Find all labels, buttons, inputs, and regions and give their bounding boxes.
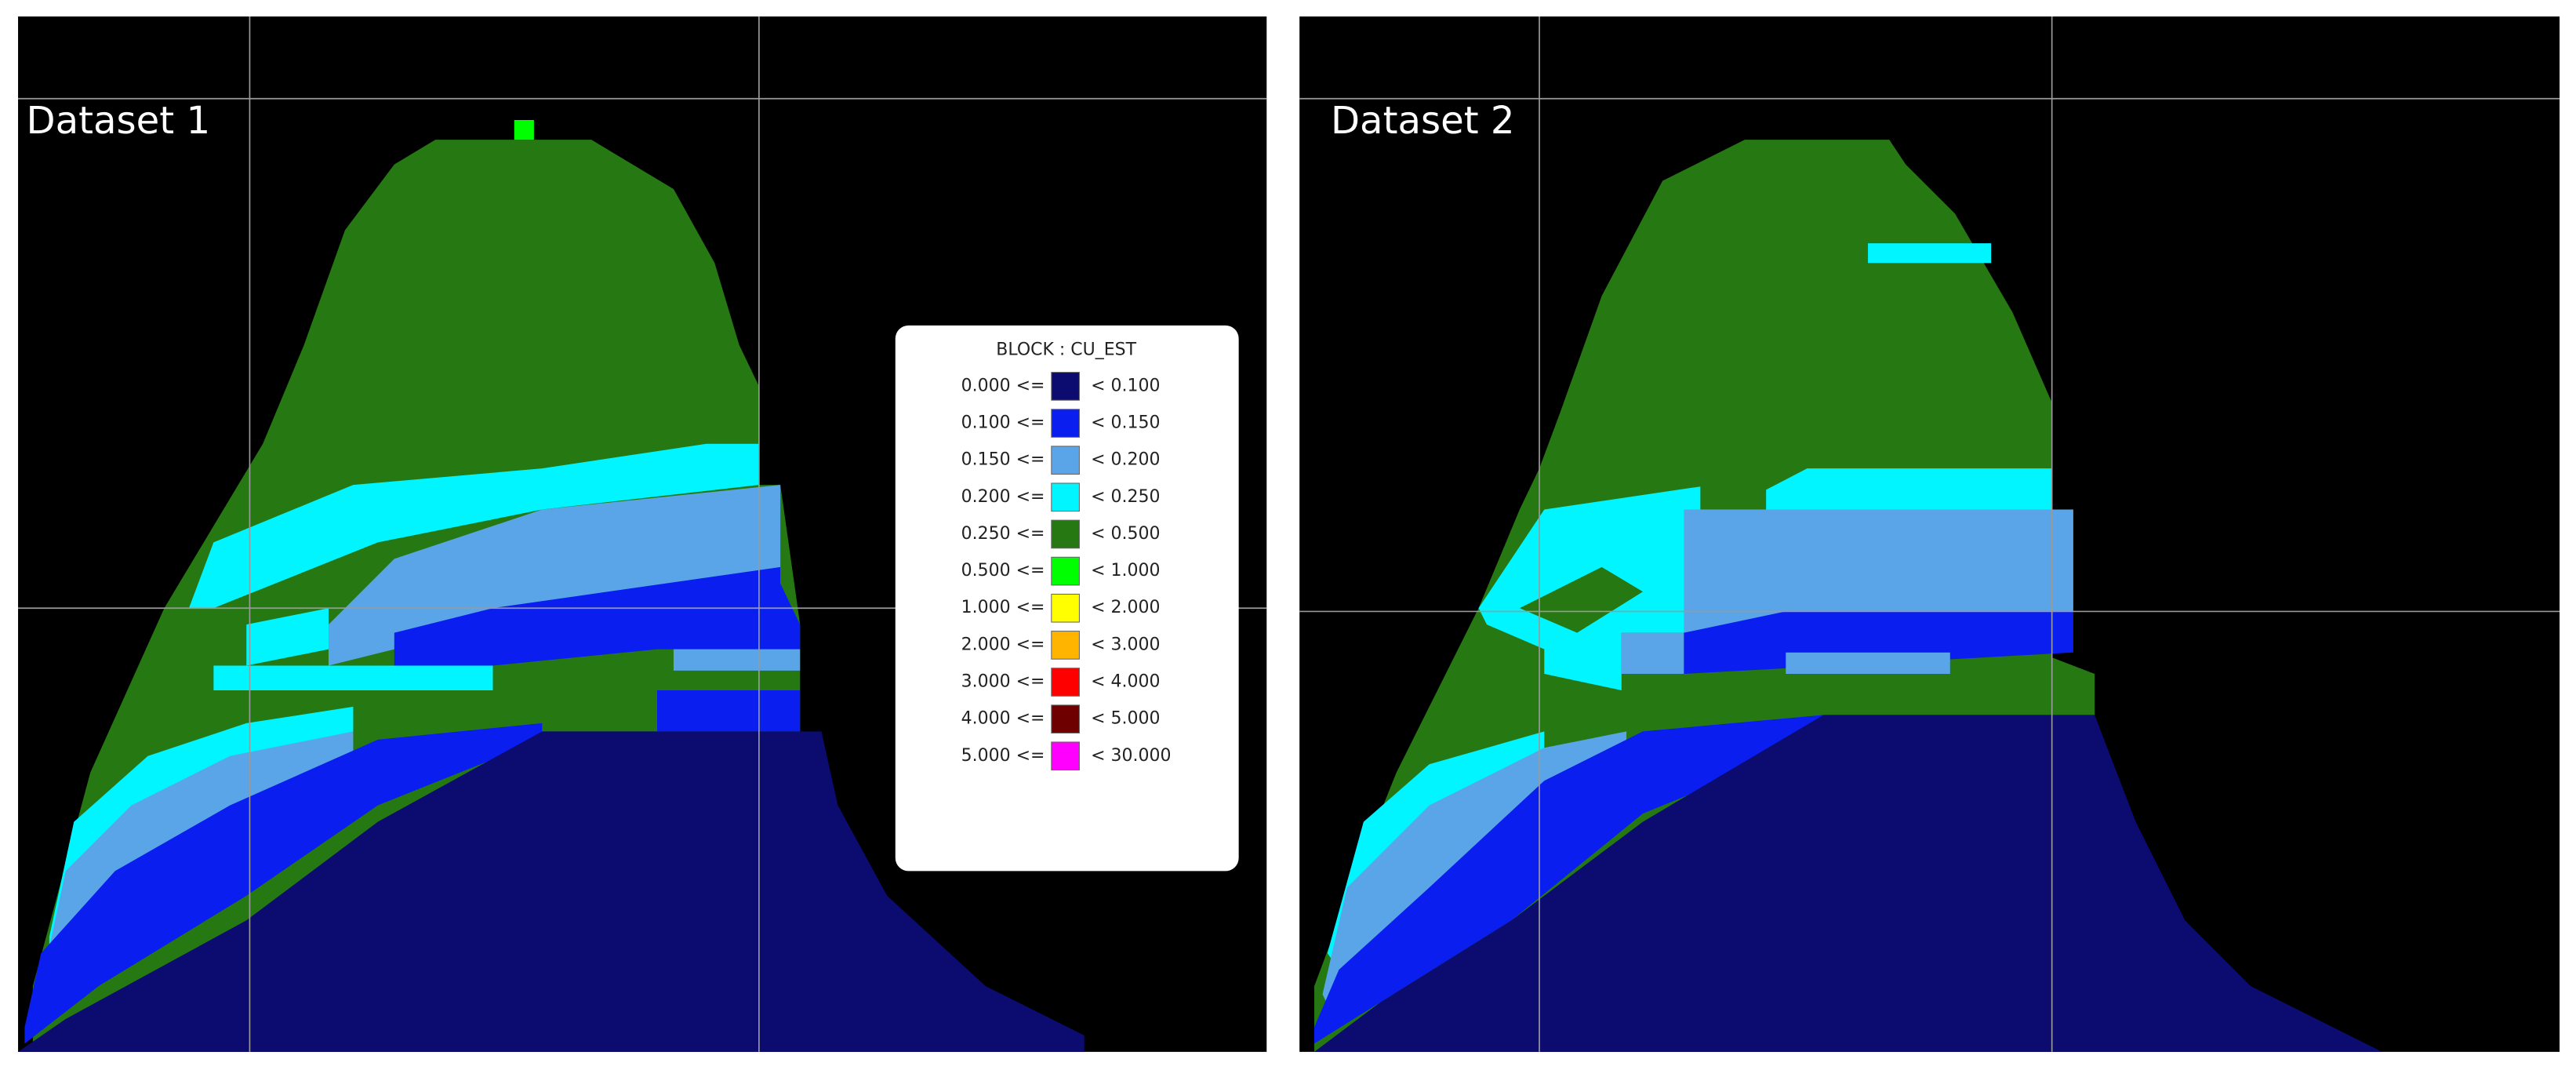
legend-from: 0.250 <= [961, 524, 1045, 544]
legend-from: 0.000 <= [961, 376, 1045, 395]
legend-swatch [1051, 593, 1080, 623]
block-region [188, 443, 759, 609]
legend-from: 1.000 <= [961, 598, 1045, 617]
legend-swatch [1051, 668, 1080, 697]
legend-to: < 0.200 [1091, 450, 1160, 470]
legend-to: < 0.100 [1091, 376, 1160, 395]
legend: BLOCK : CU_EST 0.000 <= < 0.100 0.100 <= < … [895, 325, 1239, 872]
block-region [1868, 243, 1992, 264]
legend-to: < 0.500 [1091, 524, 1160, 544]
panel-1: Dataset 1 BLOCK : CU_EST 0.000 <= < 0.100… [18, 16, 1267, 1052]
panel-2: Dataset 2 [1299, 16, 2560, 1052]
legend-to: < 3.000 [1091, 635, 1160, 654]
legend-title: BLOCK : CU_EST [996, 340, 1136, 359]
block-region [1314, 715, 2382, 1052]
legend-from: 3.000 <= [961, 672, 1045, 692]
legend-from: 0.100 <= [961, 413, 1045, 433]
legend-swatch [1051, 519, 1080, 549]
block-region [673, 649, 801, 671]
panel-title: Dataset 1 [27, 99, 211, 143]
block-region [657, 690, 801, 732]
legend-to: < 30.000 [1091, 746, 1171, 766]
block-region [329, 485, 781, 666]
legend-swatch [1051, 631, 1080, 660]
legend-swatch [1051, 482, 1080, 512]
legend-swatch [1051, 704, 1080, 733]
block-region [1684, 611, 2073, 675]
block-region [213, 608, 493, 690]
block-region [1519, 566, 1644, 633]
legend-to: < 0.150 [1091, 413, 1160, 433]
block-region [1786, 652, 1950, 675]
legend-to: < 0.250 [1091, 487, 1160, 507]
legend-to: < 5.000 [1091, 709, 1160, 729]
block-region [1478, 468, 2052, 690]
panel-title: Dataset 2 [1331, 99, 1515, 143]
legend-to: < 4.000 [1091, 672, 1160, 692]
block-region [394, 566, 801, 666]
block-region [1314, 715, 1824, 1044]
legend-from: 2.000 <= [961, 635, 1045, 654]
block-region [1621, 509, 2073, 675]
legend-from: 5.000 <= [961, 746, 1045, 766]
block [514, 120, 534, 140]
block-region [18, 731, 1085, 1052]
legend-swatch [1051, 372, 1080, 401]
legend-to: < 1.000 [1091, 561, 1160, 580]
legend-to: < 2.000 [1091, 598, 1160, 617]
legend-swatch [1051, 409, 1080, 438]
legend-from: 0.200 <= [961, 487, 1045, 507]
block-region [24, 722, 543, 1044]
legend-from: 4.000 <= [961, 709, 1045, 729]
legend-swatch [1051, 446, 1080, 475]
legend-swatch [1051, 556, 1080, 586]
legend-swatch [1051, 741, 1080, 771]
legend-from: 0.150 <= [961, 450, 1045, 470]
legend-from: 0.500 <= [961, 561, 1045, 580]
